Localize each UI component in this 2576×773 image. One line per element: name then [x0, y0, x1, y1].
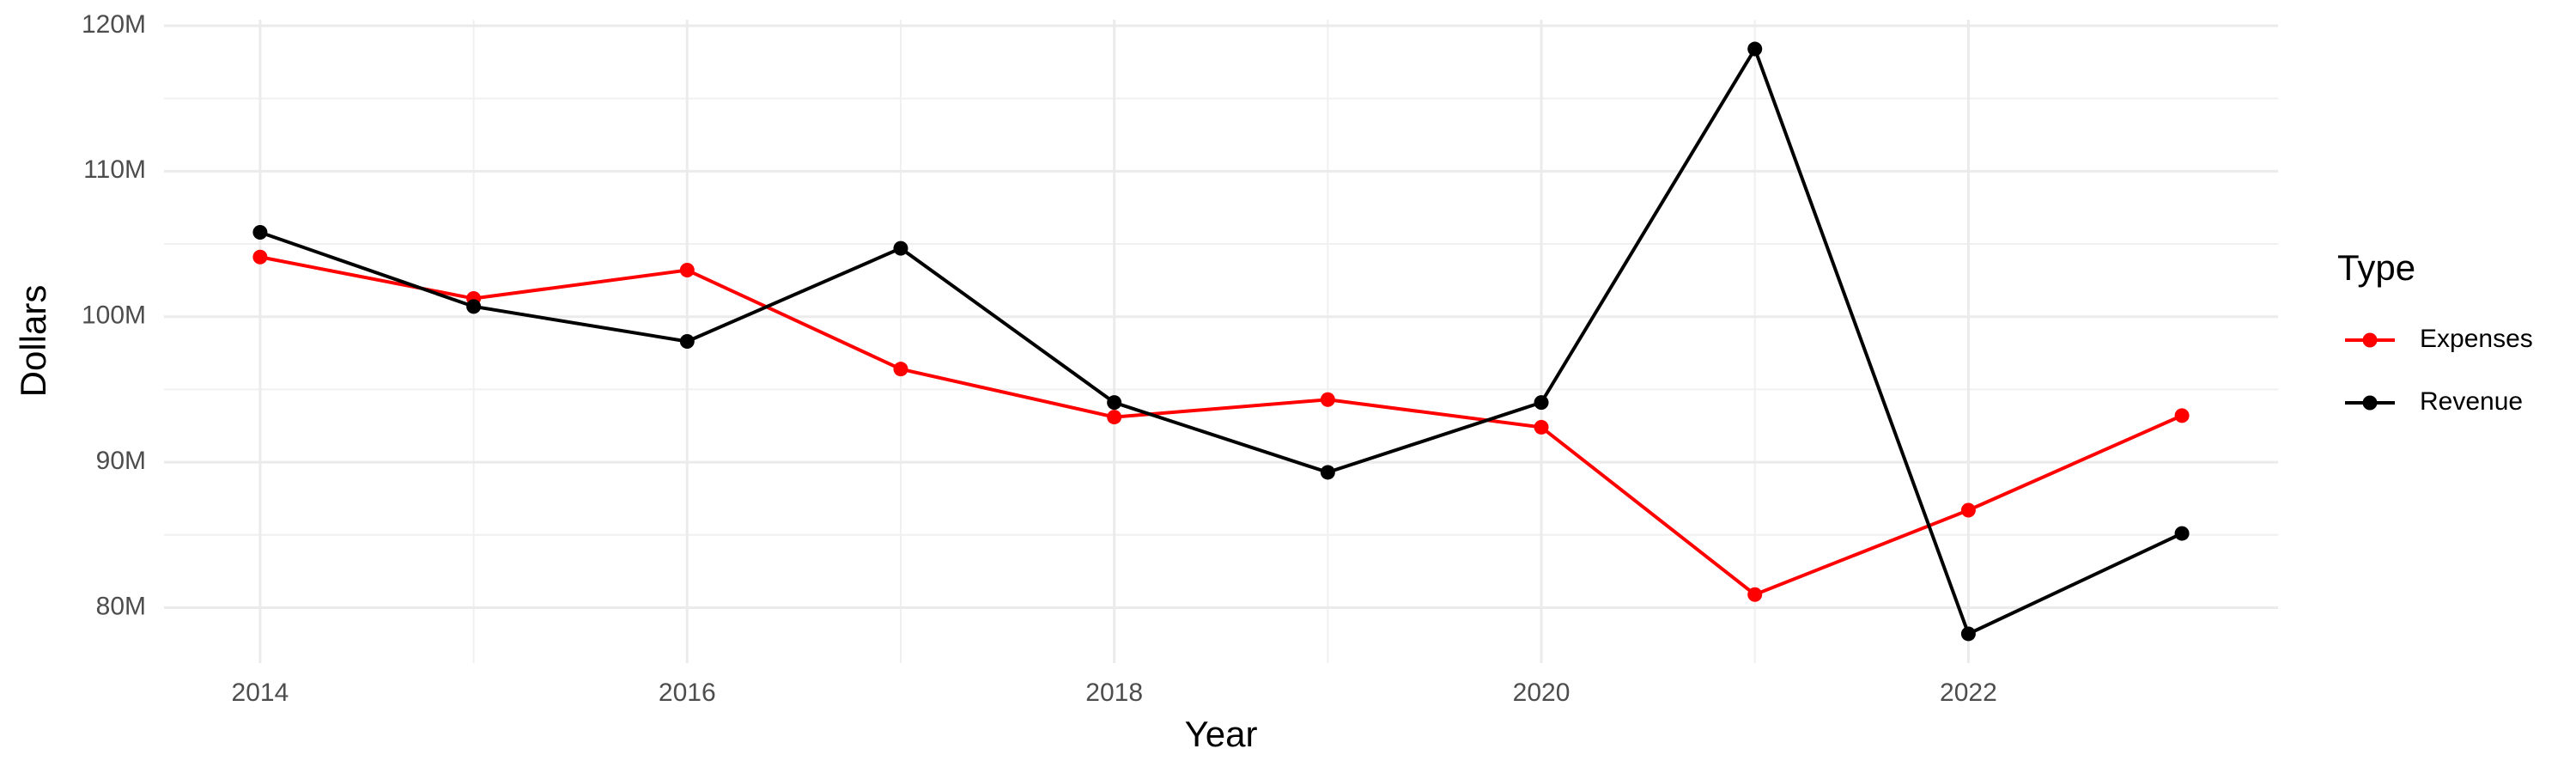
- legend-label: Revenue: [2420, 387, 2523, 416]
- grid: [164, 20, 2278, 663]
- data-point: [1960, 502, 1976, 518]
- data-point: [1320, 392, 1335, 407]
- x-tick-label: 2018: [1085, 679, 1143, 707]
- x-tick-label: 2022: [1940, 679, 1997, 707]
- y-tick-label: 100M: [82, 301, 146, 330]
- x-tick-label: 2014: [232, 679, 289, 707]
- legend-marker: [2362, 332, 2378, 348]
- series-line: [259, 255, 2183, 597]
- data-point: [1747, 587, 1763, 602]
- data-point: [1107, 410, 1122, 425]
- legend-label: Expenses: [2420, 325, 2533, 353]
- y-tick-label: 120M: [82, 10, 146, 39]
- legend-marker: [2362, 395, 2378, 411]
- data-point: [466, 299, 482, 314]
- data-point: [2174, 526, 2190, 541]
- data-point: [1320, 465, 1335, 480]
- data-point: [893, 362, 908, 377]
- data-point: [2174, 408, 2190, 423]
- data-point: [1534, 395, 1549, 411]
- y-tick-label: 90M: [96, 447, 146, 475]
- data-point: [252, 224, 268, 240]
- y-axis-title: Dollars: [13, 285, 53, 398]
- data-point: [252, 249, 268, 265]
- x-axis-title: Year: [1185, 714, 1258, 754]
- data-point: [1747, 41, 1763, 57]
- data-point: [679, 334, 695, 349]
- data-point: [1960, 626, 1976, 642]
- data-point: [679, 263, 695, 278]
- y-tick-label: 110M: [83, 155, 146, 184]
- x-tick-label: 2020: [1513, 679, 1571, 707]
- legend-title: Type: [2337, 247, 2415, 288]
- x-tick-label: 2016: [659, 679, 716, 707]
- data-point: [1534, 419, 1549, 435]
- data-point: [893, 240, 908, 256]
- data-point: [1107, 395, 1122, 411]
- series-line: [259, 45, 2183, 636]
- y-tick-label: 80M: [96, 592, 146, 620]
